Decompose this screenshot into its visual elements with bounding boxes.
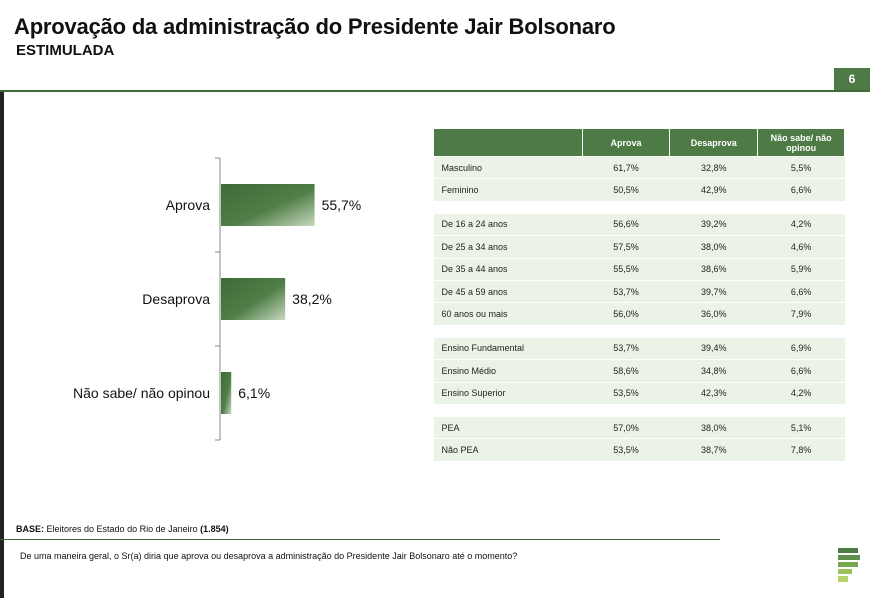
cell-nao-sabe: 4,6%	[757, 235, 845, 259]
table-spacer-cell	[433, 201, 845, 214]
category-label: Desaprova	[142, 291, 210, 307]
row-label: Ensino Fundamental	[433, 337, 583, 361]
row-label: De 35 a 44 anos	[433, 258, 583, 281]
cell-desaprova: 38,6%	[669, 258, 758, 281]
cell-aprova: 53,5%	[582, 382, 670, 405]
page-number-badge: 6	[834, 68, 870, 91]
cell-aprova: 58,6%	[582, 359, 670, 383]
header-divider	[0, 90, 870, 92]
cell-desaprova: 34,8%	[669, 359, 758, 383]
cell-aprova: 57,5%	[582, 235, 670, 259]
row-label: Masculino	[433, 156, 583, 180]
cell-desaprova: 39,2%	[669, 213, 758, 237]
cell-desaprova: 38,0%	[669, 235, 758, 259]
cell-aprova: 55,5%	[582, 258, 670, 281]
cell-nao-sabe: 6,6%	[757, 280, 845, 304]
footer-divider	[0, 539, 720, 540]
cell-desaprova: 38,7%	[669, 438, 758, 462]
table-row: Não PEA 53,5% 38,7% 7,8%	[433, 438, 845, 462]
row-label: Ensino Superior	[433, 382, 583, 405]
cell-desaprova: 39,7%	[669, 280, 758, 304]
cell-nao-sabe: 5,1%	[757, 416, 845, 440]
value-label: 55,7%	[322, 197, 362, 213]
category-label: Aprova	[166, 197, 211, 213]
cell-aprova: 53,7%	[582, 280, 670, 304]
cell-desaprova: 42,9%	[669, 178, 758, 202]
cell-aprova: 61,7%	[582, 156, 670, 180]
cell-nao-sabe: 5,5%	[757, 156, 845, 180]
left-border	[0, 92, 4, 598]
cell-desaprova: 36,0%	[669, 302, 758, 326]
table-header-desaprova: Desaprova	[669, 128, 759, 157]
cell-desaprova: 32,8%	[669, 156, 758, 180]
table-row: Ensino Médio 58,6% 34,8% 6,6%	[433, 359, 845, 383]
table-header-blank	[433, 128, 583, 157]
page-title: Aprovação da administração do Presidente…	[14, 14, 616, 39]
table-row: De 35 a 44 anos 55,5% 38,6% 5,9%	[433, 258, 845, 281]
page-subtitle: ESTIMULADA	[16, 42, 115, 59]
table-row: De 16 a 24 anos 56,6% 39,2% 4,2%	[433, 213, 845, 237]
table-row: Ensino Fundamental 53,7% 39,4% 6,9%	[433, 337, 845, 361]
table-group-spacer	[433, 325, 845, 338]
cell-nao-sabe: 4,2%	[757, 382, 845, 405]
base-text: Eleitores do Estado do Rio de Janeiro	[44, 524, 201, 534]
table-header-nao-sabe: Não sabe/ não opinou	[757, 128, 845, 157]
brand-logo-icon	[838, 548, 860, 582]
value-label: 6,1%	[238, 385, 270, 401]
cell-nao-sabe: 4,2%	[757, 213, 845, 237]
bar-1	[221, 278, 286, 320]
cell-desaprova: 39,4%	[669, 337, 758, 361]
cell-nao-sabe: 7,9%	[757, 302, 845, 326]
row-label: Feminino	[433, 178, 583, 202]
cell-nao-sabe: 6,9%	[757, 337, 845, 361]
cell-aprova: 53,7%	[582, 337, 670, 361]
base-count: (1.854)	[200, 524, 229, 534]
table-group-spacer	[433, 404, 845, 417]
cell-nao-sabe: 7,8%	[757, 438, 845, 462]
row-label: Não PEA	[433, 438, 583, 462]
cell-desaprova: 38,0%	[669, 416, 758, 440]
row-label: De 45 a 59 anos	[433, 280, 583, 304]
table-header-row: Aprova Desaprova Não sabe/ não opinou	[433, 128, 845, 157]
crosstab-table: Aprova Desaprova Não sabe/ não opinou Ma…	[433, 128, 845, 462]
table-row: Feminino 50,5% 42,9% 6,6%	[433, 178, 845, 202]
table-row: Ensino Superior 53,5% 42,3% 4,2%	[433, 382, 845, 405]
table-header-aprova: Aprova	[581, 128, 671, 157]
cell-aprova: 50,5%	[582, 178, 670, 202]
table-row: De 25 a 34 anos 57,5% 38,0% 4,6%	[433, 235, 845, 259]
cell-aprova: 56,0%	[582, 302, 670, 326]
cell-desaprova: 42,3%	[669, 382, 758, 405]
value-label: 38,2%	[292, 291, 332, 307]
cell-nao-sabe: 6,6%	[757, 178, 845, 202]
table-group-spacer	[433, 201, 845, 214]
cell-nao-sabe: 5,9%	[757, 258, 845, 281]
cell-aprova: 56,6%	[582, 213, 670, 237]
table-spacer-cell	[433, 404, 845, 417]
bar-2	[221, 372, 232, 414]
row-label: De 16 a 24 anos	[433, 213, 583, 237]
approval-bar-chart: Aprova 55,7% Desaprova 38,2% Não sabe/ não o…	[73, 157, 362, 441]
table-row: Masculino 61,7% 32,8% 5,5%	[433, 156, 845, 180]
row-label: PEA	[433, 416, 583, 440]
cell-aprova: 57,0%	[582, 416, 670, 440]
base-label: BASE:	[16, 524, 45, 534]
cell-aprova: 53,5%	[582, 438, 670, 462]
row-label: Ensino Médio	[433, 359, 583, 383]
base-note: BASE: Eleitores do Estado do Rio de Jane…	[16, 524, 229, 534]
row-label: 60 anos ou mais	[433, 302, 583, 326]
bar-0	[221, 184, 315, 226]
table-spacer-cell	[433, 325, 845, 338]
table-row: PEA 57,0% 38,0% 5,1%	[433, 416, 845, 440]
category-label: Não sabe/ não opinou	[73, 385, 210, 401]
cell-nao-sabe: 6,6%	[757, 359, 845, 383]
table-row: De 45 a 59 anos 53,7% 39,7% 6,6%	[433, 280, 845, 304]
table-row: 60 anos ou mais 56,0% 36,0% 7,9%	[433, 302, 845, 326]
survey-question: De uma maneira geral, o Sr(a) diria que …	[20, 551, 518, 561]
row-label: De 25 a 34 anos	[433, 235, 583, 259]
